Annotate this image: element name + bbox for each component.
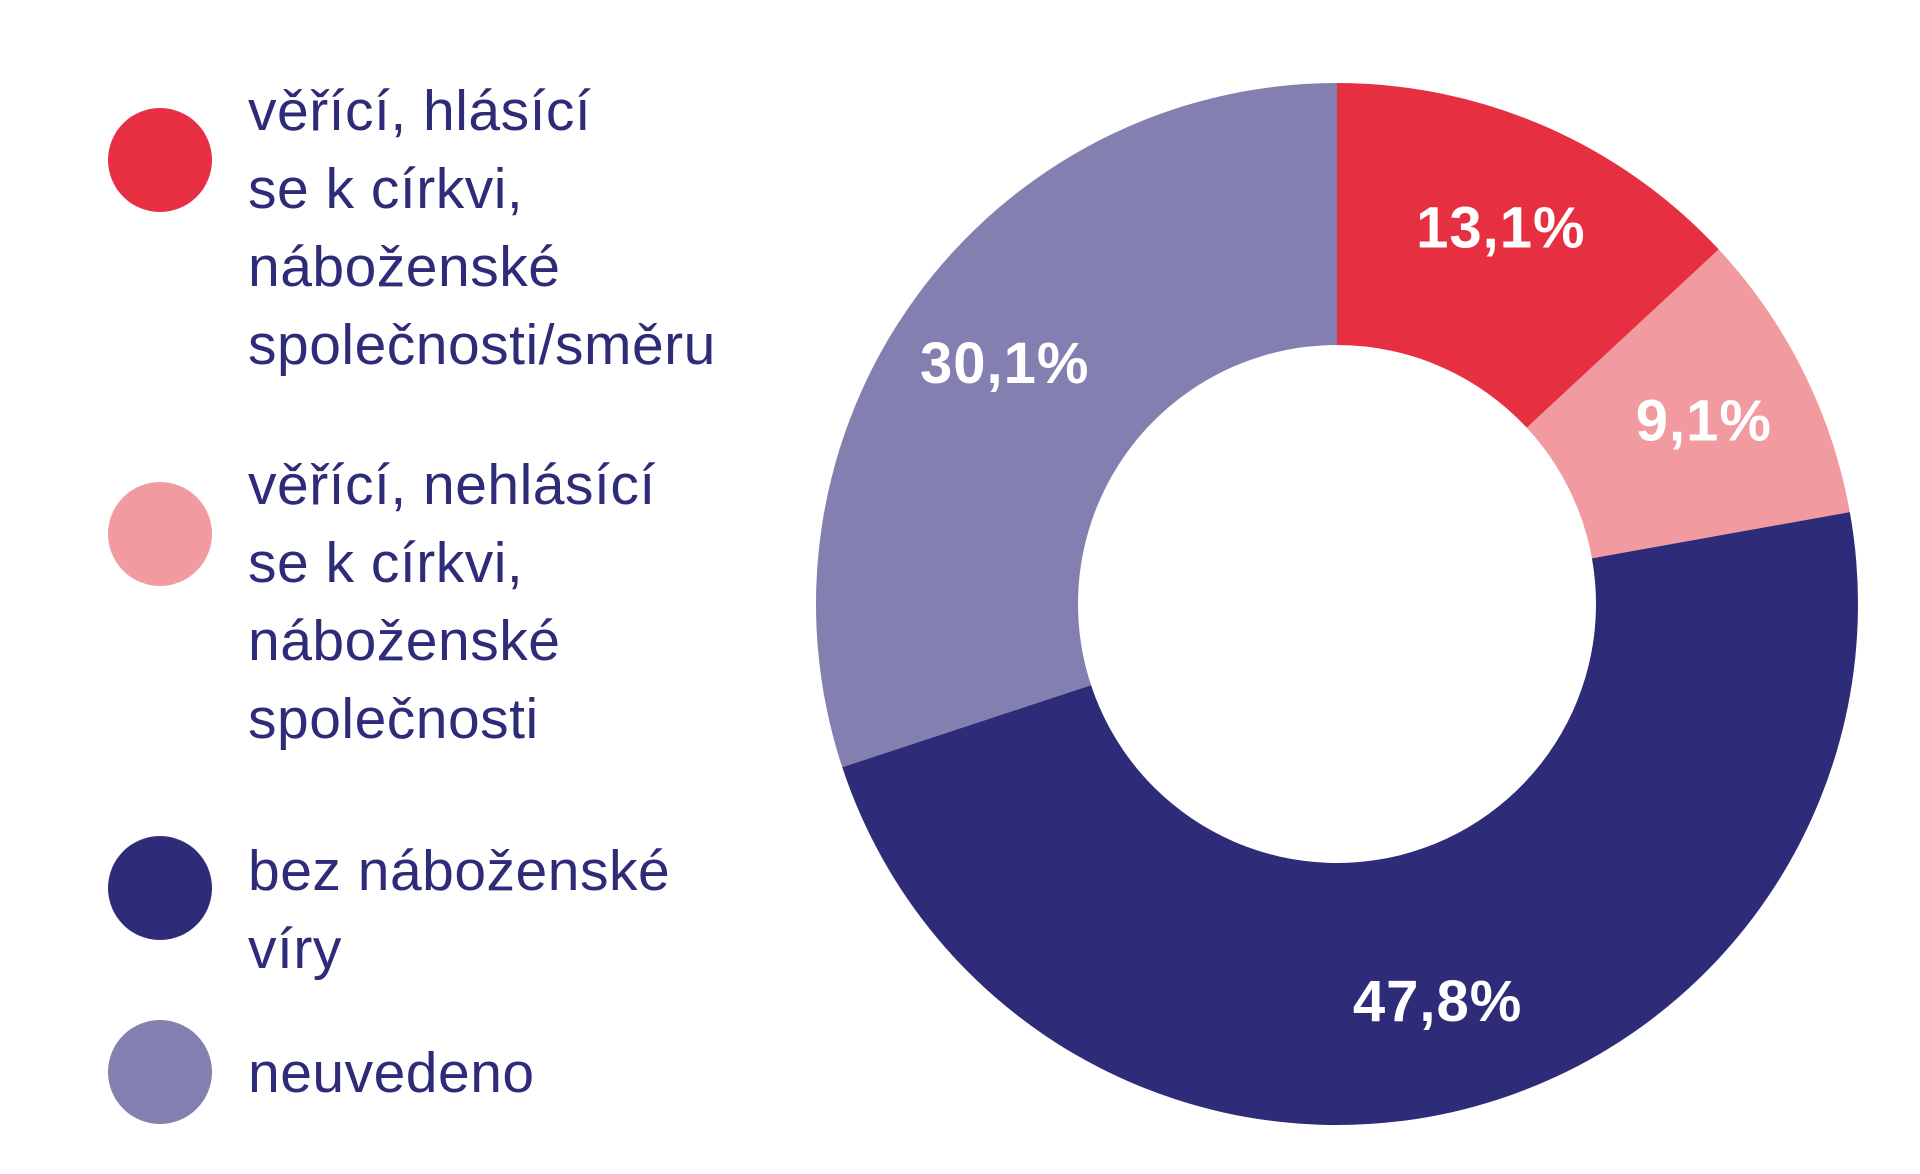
legend-swatch-not-stated [108,1020,212,1124]
donut-slice-religious-affiliated [1337,83,1719,428]
legend-label-religious-unaffiliated: věřící, nehlásící se k církvi, nábožensk… [248,453,656,751]
donut-slice-religious-unaffiliated [1526,249,1850,559]
slice-value-label-religious-affiliated: 13,1% [1416,196,1585,261]
legend-swatch-no-religion [108,836,212,940]
legend-swatch-religious-unaffiliated [108,482,212,586]
donut-slice-no-religion [842,512,1858,1126]
legend-label-not-stated: neuvedeno [248,1041,535,1105]
slice-value-label-religious-unaffiliated: 9,1% [1636,388,1772,453]
slice-value-label-not-stated: 30,1% [920,331,1089,396]
legend-label-no-religion: bez náboženské víry [248,839,671,981]
slice-value-label-no-religion: 47,8% [1353,969,1522,1034]
donut-slice-not-stated [815,83,1337,768]
legend-swatch-religious-affiliated [108,108,212,212]
chart-legend: věřící, hlásící se k církvi, náboženské … [108,0,808,1174]
legend-label-religious-affiliated: věřící, hlásící se k církvi, náboženské … [248,79,716,377]
